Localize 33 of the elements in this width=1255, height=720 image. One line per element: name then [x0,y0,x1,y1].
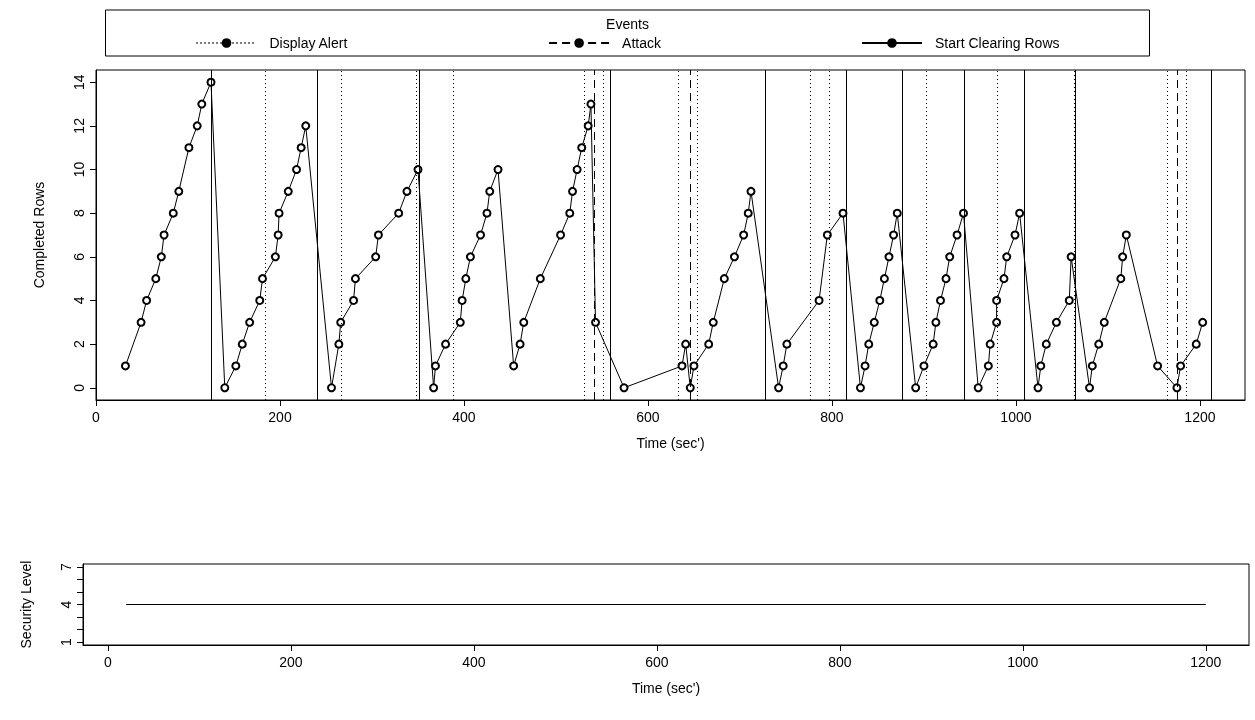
x-axis-title: Time (sec') [631,680,701,696]
legend-label: Start Clearing Rows [935,35,1060,51]
y-tick-label: 10 [71,161,87,178]
x-tick-label: 1000 [1007,654,1039,670]
y-tick-label: 6 [71,252,87,261]
x-tick-label: 0 [92,409,101,425]
x-tick-label: 800 [820,409,844,425]
x-tick-label: 400 [452,409,476,425]
y-tick-label: 8 [71,209,87,218]
x-tick-label: 1200 [1184,409,1216,425]
y-tick-label: 7 [58,562,74,571]
y-tick-label: 14 [71,74,87,91]
x-tick-label: 800 [828,654,852,670]
x-axis-title: Time (sec') [636,435,705,451]
x-tick-label: 600 [636,409,660,425]
y-tick-label: 4 [58,600,74,609]
y-axis-title: Security Level [18,560,34,649]
x-tick-label: 600 [645,654,669,670]
x-tick-label: 400 [462,654,486,670]
legend-title: Events [606,16,649,32]
x-tick-label: 1000 [1000,409,1032,425]
y-tick-label: 1 [58,637,74,646]
x-tick-label: 0 [103,654,112,670]
y-tick-label: 12 [71,117,87,134]
y-axis-title: Completed Rows [31,181,47,289]
x-tick-label: 1200 [1190,654,1222,670]
y-tick-label: 2 [71,340,87,349]
y-tick-label: 0 [71,383,87,392]
x-tick-label: 200 [268,409,292,425]
legend-label: Display Alert [269,35,348,51]
y-tick-label: 4 [71,296,87,305]
x-tick-label: 200 [279,654,303,670]
legend-label: Attack [622,35,662,51]
